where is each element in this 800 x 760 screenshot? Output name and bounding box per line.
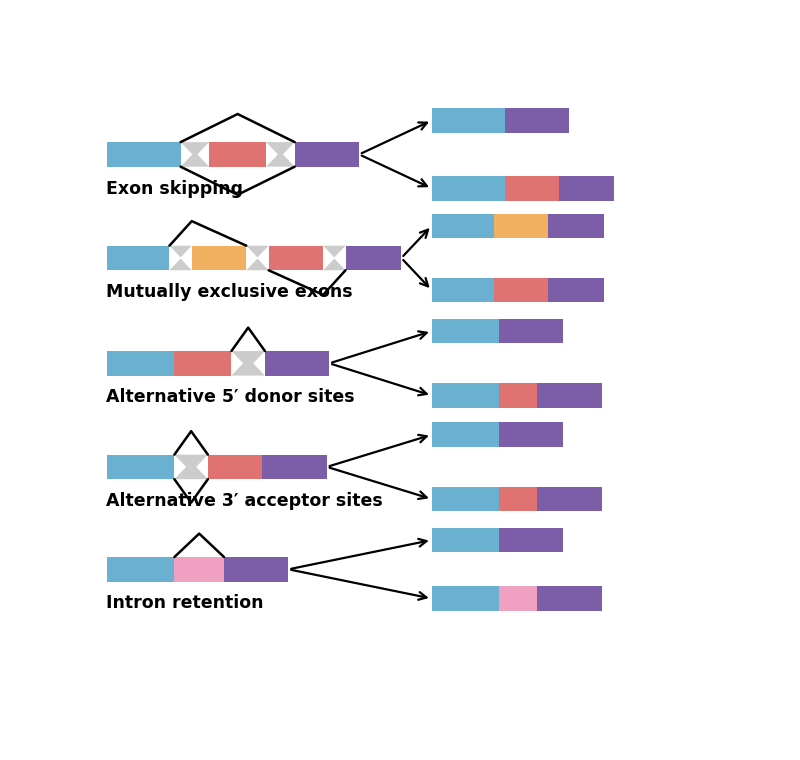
Bar (559, 176, 614, 201)
Bar (548, 278, 604, 302)
Bar (494, 214, 548, 238)
Bar (498, 383, 537, 408)
Bar (262, 454, 327, 480)
Bar (174, 351, 231, 375)
Polygon shape (266, 142, 294, 166)
Bar (498, 586, 537, 611)
Polygon shape (174, 454, 208, 480)
Polygon shape (246, 245, 269, 271)
Text: Exon skipping: Exon skipping (106, 179, 243, 198)
Polygon shape (323, 245, 346, 271)
Bar (548, 214, 604, 238)
Bar (192, 245, 246, 271)
Polygon shape (231, 351, 265, 375)
Polygon shape (181, 142, 209, 166)
Bar (107, 245, 170, 271)
Bar (494, 278, 548, 302)
Bar (505, 176, 559, 201)
Bar (498, 319, 563, 344)
Bar (498, 527, 563, 553)
Bar (432, 487, 498, 511)
Text: Alternative 5′ donor sites: Alternative 5′ donor sites (106, 388, 355, 407)
Polygon shape (170, 245, 192, 271)
Bar (537, 586, 602, 611)
Bar (209, 142, 266, 166)
Bar (265, 351, 330, 375)
Bar (107, 557, 174, 581)
Text: Alternative 3′ acceptor sites: Alternative 3′ acceptor sites (106, 492, 383, 510)
Bar (346, 245, 402, 271)
Bar (107, 454, 174, 480)
Bar (269, 245, 323, 271)
Bar (107, 142, 181, 166)
Bar (432, 586, 498, 611)
Text: Intron retention: Intron retention (106, 594, 264, 613)
Bar (537, 487, 602, 511)
Bar (107, 351, 174, 375)
Bar (432, 319, 498, 344)
Bar (432, 108, 505, 133)
Bar (432, 383, 498, 408)
Bar (294, 142, 359, 166)
Bar (432, 423, 498, 447)
Bar (498, 423, 563, 447)
Bar (432, 278, 494, 302)
Bar (537, 383, 602, 408)
Bar (505, 108, 570, 133)
Bar (174, 557, 224, 581)
Bar (224, 557, 289, 581)
Bar (432, 176, 505, 201)
Bar (208, 454, 262, 480)
Bar (432, 214, 494, 238)
Text: Mutually exclusive exons: Mutually exclusive exons (106, 283, 353, 301)
Bar (432, 527, 498, 553)
Bar (498, 487, 537, 511)
